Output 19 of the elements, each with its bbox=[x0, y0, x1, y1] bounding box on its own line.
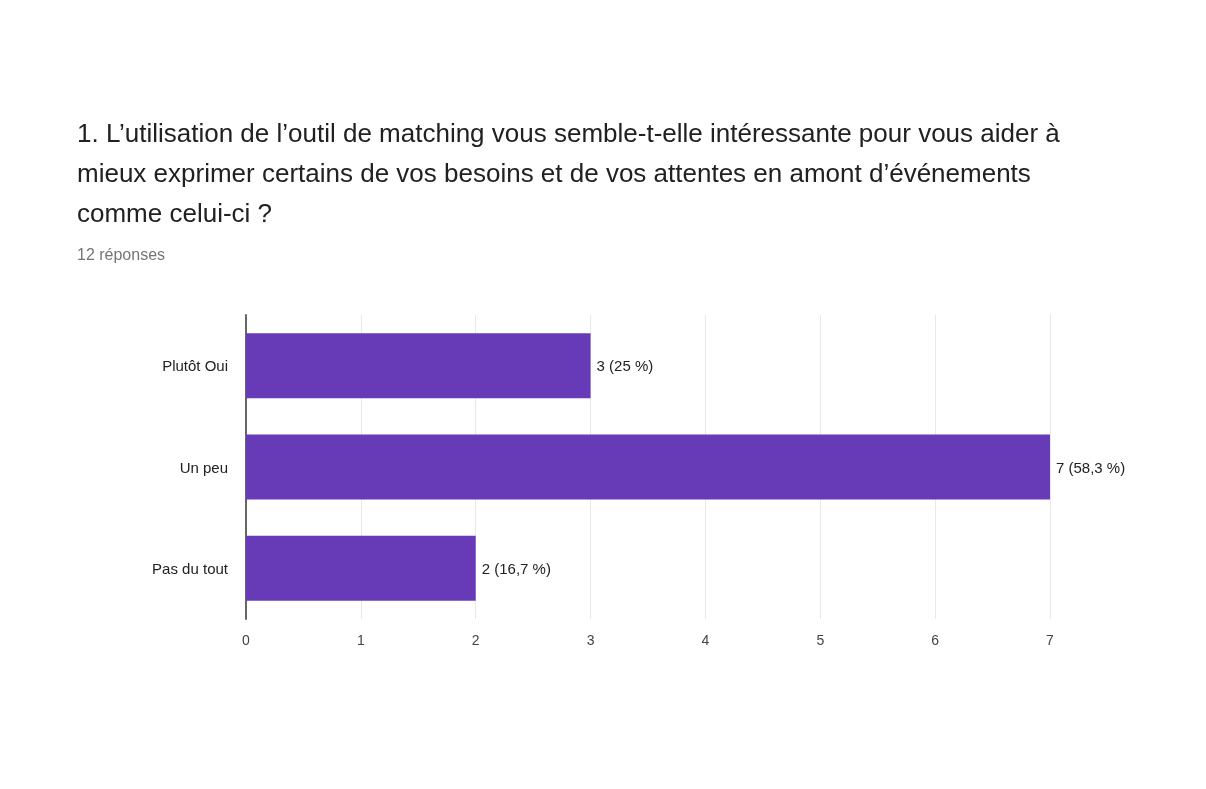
x-tick-label: 2 bbox=[471, 632, 480, 648]
x-tick-label: 4 bbox=[701, 632, 710, 648]
bar bbox=[246, 434, 1050, 500]
y-tick-label: Plutôt Oui bbox=[162, 357, 228, 375]
y-tick-label: Pas du tout bbox=[152, 559, 229, 577]
x-tick-label: 5 bbox=[816, 632, 825, 648]
x-tick-label: 6 bbox=[931, 632, 940, 648]
x-tick-label: 7 bbox=[1046, 632, 1055, 648]
x-tick-label: 3 bbox=[586, 632, 595, 648]
chart-subtitle: 12 réponses bbox=[77, 245, 166, 263]
chart-title: 1. L’utilisation de l’outil de matching vous semble-t-elle intéressante pour vous aider à mieux exprimer certains de vos besoins et de vos attentes en amont d’événements comme celui-ci ? bbox=[77, 118, 1067, 228]
data-label: 2 (16,7 %) bbox=[481, 559, 551, 577]
x-tick-label: 0 bbox=[242, 632, 251, 648]
data-label: 3 (25 %) bbox=[596, 357, 654, 375]
data-label: 7 (58,3 %) bbox=[1056, 458, 1126, 476]
y-tick-label: Un peu bbox=[179, 458, 228, 476]
x-tick-label: 1 bbox=[356, 632, 365, 648]
bar bbox=[246, 535, 476, 601]
bar bbox=[246, 333, 591, 399]
